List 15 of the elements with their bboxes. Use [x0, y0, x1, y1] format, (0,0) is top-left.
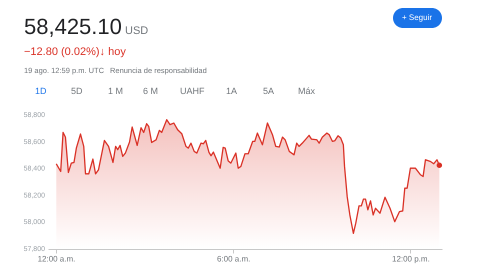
text: 1D — [35, 86, 48, 96]
text: 6 M — [143, 86, 158, 96]
text: 5D — [71, 86, 84, 96]
text: 1A — [226, 86, 238, 96]
text: UAHF — [180, 86, 205, 96]
text: 5A — [263, 86, 274, 96]
x-tick-label: 12:00 a.m. — [38, 254, 76, 264]
x-tick-label: 6:00 a.m. — [217, 254, 250, 264]
text: 1 M — [108, 86, 124, 96]
text: + Seguir — [402, 13, 432, 22]
text: USD — [125, 25, 148, 37]
text: −12.80 (0.02%)↓ hoy — [24, 46, 126, 58]
text: Máx — [298, 86, 316, 96]
chart-title: 58,425.10 — [24, 14, 122, 39]
x-tick-label: 12:00 p.m. — [392, 254, 430, 264]
